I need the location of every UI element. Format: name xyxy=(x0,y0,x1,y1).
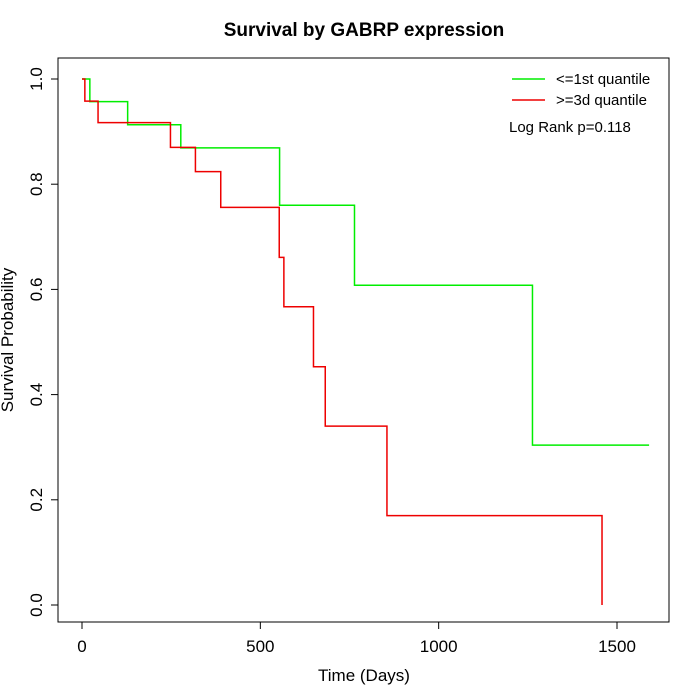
legend: <=1st quantile >=3d quantile xyxy=(512,71,650,109)
series-line-1 xyxy=(82,78,603,605)
legend-label: >=3d quantile xyxy=(556,92,647,109)
y-tick-label: 0.0 xyxy=(27,593,46,617)
chart-title: Survival by GABRP expression xyxy=(224,20,505,41)
y-axis-label: Survival Probability xyxy=(0,267,17,412)
x-axis-label: Time (Days) xyxy=(318,666,410,685)
y-tick-label: 0.2 xyxy=(27,488,46,512)
x-tick-label: 500 xyxy=(246,637,274,656)
y-tick-label: 0.8 xyxy=(27,172,46,196)
legend-label: <=1st quantile xyxy=(556,71,650,88)
x-axis: 0 500 1000 1500 xyxy=(77,621,636,656)
y-tick-label: 1.0 xyxy=(27,67,46,91)
x-tick-label: 0 xyxy=(77,637,86,656)
y-tick-label: 0.4 xyxy=(27,383,46,407)
log-rank-annotation: Log Rank p=0.118 xyxy=(509,119,631,136)
series-layer xyxy=(82,78,650,605)
y-axis: 0.0 0.2 0.4 0.6 0.8 1.0 xyxy=(27,67,59,617)
plot-frame xyxy=(57,57,670,623)
x-tick-label: 1000 xyxy=(420,637,458,656)
y-tick-label: 0.6 xyxy=(27,278,46,302)
x-tick-label: 1500 xyxy=(598,637,636,656)
